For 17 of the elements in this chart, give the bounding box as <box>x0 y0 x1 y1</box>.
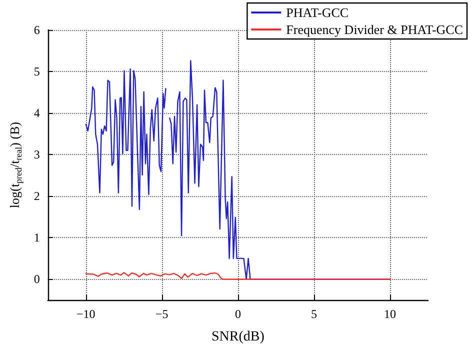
x-axis-title: SNR(dB) <box>211 330 265 344</box>
legend-label: PHAT-GCC <box>286 5 349 20</box>
x-tick-label: −10 <box>76 307 96 321</box>
y-axis-title: log(tpred/treal) (B) <box>7 122 24 208</box>
x-tick-label: 0 <box>234 307 241 321</box>
line-series <box>85 272 391 280</box>
x-tick-label: 5 <box>310 307 317 321</box>
y-tick-label: 4 <box>34 106 40 120</box>
y-tick-label: 3 <box>34 148 40 162</box>
y-tick-label: 6 <box>34 23 40 37</box>
y-tick-label: 2 <box>34 189 40 204</box>
legend-label: Frequency Divider & PHAT-GCC <box>286 22 464 37</box>
y-tick-label: 0 <box>34 272 40 286</box>
y-tick-label: 5 <box>34 64 40 79</box>
x-tick-label: −5 <box>156 307 168 321</box>
x-tick-label: 10 <box>384 307 396 321</box>
y-tick-label: 1 <box>34 230 40 245</box>
